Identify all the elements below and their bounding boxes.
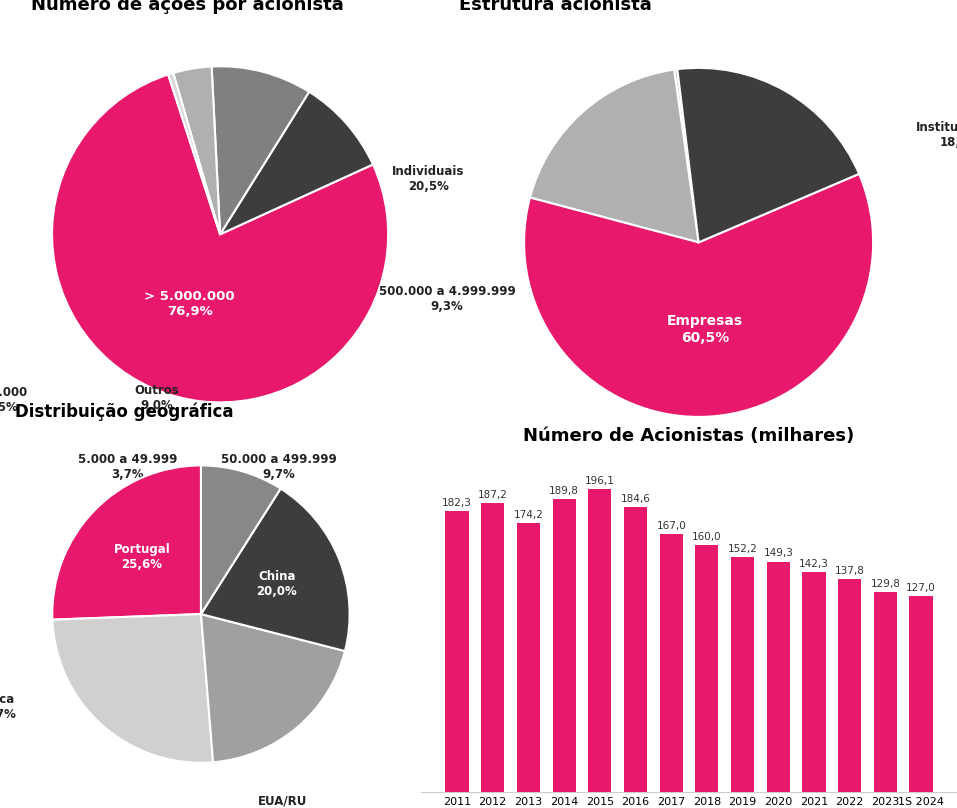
Bar xyxy=(659,534,682,792)
Text: 5.000 a 49.999
3,7%: 5.000 a 49.999 3,7% xyxy=(78,453,177,481)
Text: 187,2: 187,2 xyxy=(478,490,507,500)
Wedge shape xyxy=(201,489,349,651)
Wedge shape xyxy=(201,465,280,614)
Wedge shape xyxy=(524,174,873,417)
Text: 152,2: 152,2 xyxy=(727,544,758,554)
Bar xyxy=(445,511,469,792)
Text: 160,0: 160,0 xyxy=(692,532,722,542)
Title: Número de Acionistas (milhares): Número de Acionistas (milhares) xyxy=(523,427,855,445)
Bar xyxy=(731,557,754,792)
Text: 50.000 a 499.999
9,7%: 50.000 a 499.999 9,7% xyxy=(221,453,337,481)
Text: Número de ações por acionista: Número de ações por acionista xyxy=(31,0,344,15)
Text: > 5.000.000
76,9%: > 5.000.000 76,9% xyxy=(145,289,235,318)
Wedge shape xyxy=(211,66,309,234)
Bar xyxy=(838,579,861,792)
Bar xyxy=(767,562,790,792)
Bar xyxy=(909,596,933,792)
Text: 167,0: 167,0 xyxy=(657,521,686,531)
Text: 189,8: 189,8 xyxy=(549,486,579,496)
Text: 137,8: 137,8 xyxy=(835,566,864,576)
Text: Estrutura acionista: Estrutura acionista xyxy=(458,0,652,15)
Bar xyxy=(589,490,612,792)
Text: 182,3: 182,3 xyxy=(442,498,472,507)
Bar xyxy=(552,499,576,792)
Text: 142,3: 142,3 xyxy=(799,559,829,570)
Text: Portugal
25,6%: Portugal 25,6% xyxy=(114,543,170,571)
Text: < 5.000
0,5%: < 5.000 0,5% xyxy=(0,385,27,414)
Bar xyxy=(481,503,504,792)
Bar xyxy=(802,572,826,792)
Wedge shape xyxy=(530,69,699,242)
Text: 196,1: 196,1 xyxy=(585,476,614,486)
Wedge shape xyxy=(53,465,201,620)
Wedge shape xyxy=(173,66,220,234)
Bar xyxy=(624,507,647,792)
Wedge shape xyxy=(674,69,699,242)
Wedge shape xyxy=(201,614,345,762)
Text: 129,8: 129,8 xyxy=(871,579,901,588)
Wedge shape xyxy=(168,73,220,234)
Text: Individuais
20,5%: Individuais 20,5% xyxy=(392,165,464,193)
Text: Outros
9,0%: Outros 9,0% xyxy=(134,384,179,412)
Text: EUA/RU
25,7%: EUA/RU 25,7% xyxy=(258,794,307,808)
Bar xyxy=(874,591,897,792)
Text: 500.000 a 4.999.999
9,3%: 500.000 a 4.999.999 9,3% xyxy=(379,285,516,313)
Wedge shape xyxy=(678,68,859,242)
Text: 127,0: 127,0 xyxy=(906,583,936,593)
Wedge shape xyxy=(53,614,213,763)
Text: Institucionais
18,6%: Institucionais 18,6% xyxy=(916,121,957,149)
Wedge shape xyxy=(220,92,373,234)
Text: 184,6: 184,6 xyxy=(620,494,651,504)
Text: 174,2: 174,2 xyxy=(514,510,544,520)
Text: China
20,0%: China 20,0% xyxy=(256,570,298,598)
Text: Distribuição geográfica: Distribuição geográfica xyxy=(15,402,234,421)
Text: 149,3: 149,3 xyxy=(764,549,793,558)
Bar xyxy=(696,545,719,792)
Text: África
19,7%: África 19,7% xyxy=(0,693,16,722)
Wedge shape xyxy=(52,74,389,402)
Bar xyxy=(517,523,540,792)
Text: Empresas
60,5%: Empresas 60,5% xyxy=(667,314,743,344)
